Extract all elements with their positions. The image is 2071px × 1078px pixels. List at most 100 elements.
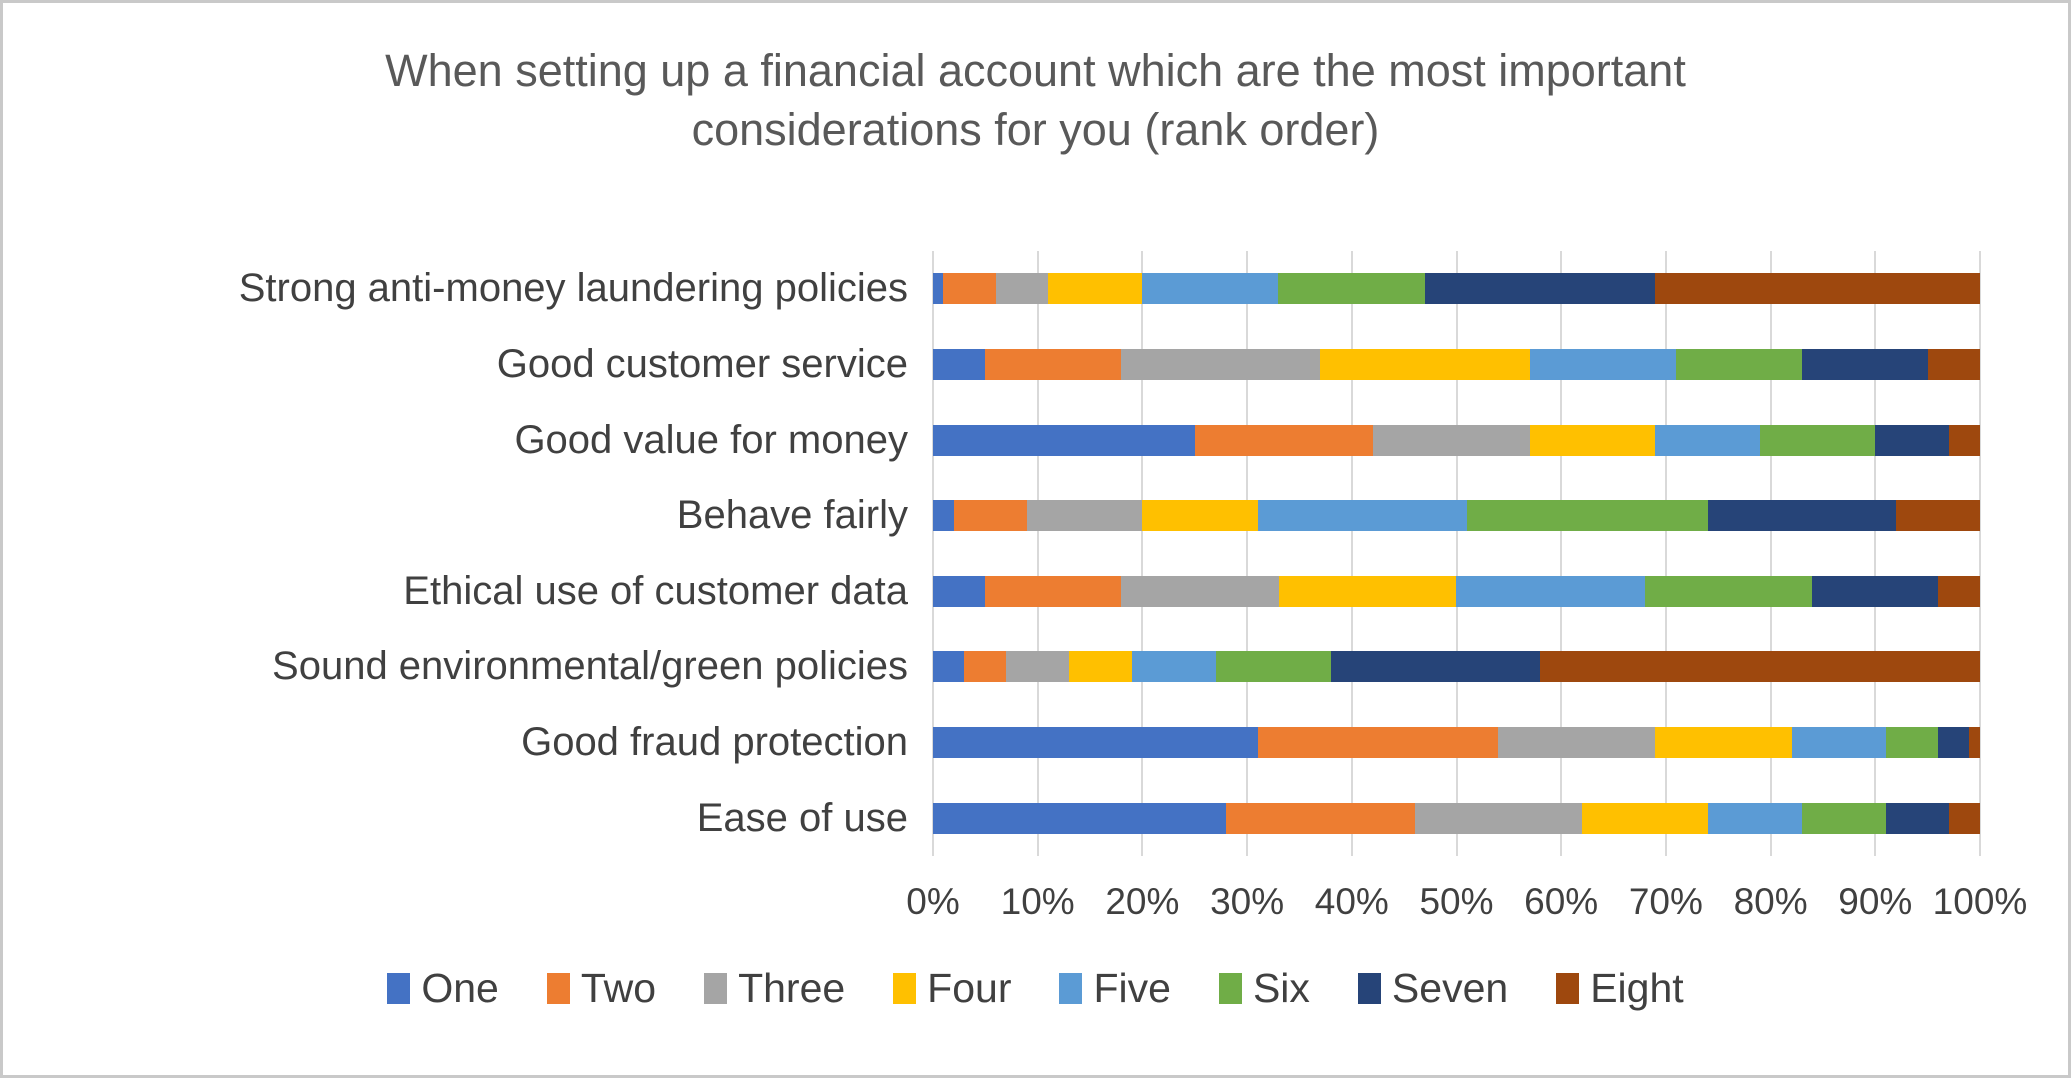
bar-segment-four bbox=[1048, 273, 1143, 305]
stacked-bar bbox=[933, 802, 1980, 834]
bar-segment-one bbox=[933, 802, 1227, 834]
bar-segment-two bbox=[1226, 802, 1415, 834]
gridline bbox=[1350, 251, 1353, 856]
bar-segment-five bbox=[1257, 500, 1467, 532]
legend-label: Six bbox=[1252, 965, 1310, 1011]
bar-segment-seven bbox=[1812, 575, 1939, 607]
bar-segment-seven bbox=[1875, 424, 1949, 456]
gridline bbox=[1036, 251, 1039, 856]
bar-segment-five bbox=[1655, 424, 1761, 456]
stacked-bar bbox=[933, 500, 1980, 532]
x-tick-label: 80% bbox=[1733, 881, 1808, 922]
x-tick-label: 30% bbox=[1210, 881, 1285, 922]
gridline bbox=[1664, 251, 1667, 856]
bar-segment-four bbox=[1655, 727, 1792, 759]
legend-item-two: Two bbox=[546, 965, 657, 1012]
bar-segment-one bbox=[933, 424, 1195, 456]
stacked-bar bbox=[933, 575, 1980, 607]
legend-item-seven: Seven bbox=[1357, 965, 1508, 1012]
bar-segment-five bbox=[1707, 802, 1802, 834]
x-tick-label: 90% bbox=[1838, 881, 1913, 922]
category-label: Behave fairly bbox=[676, 493, 908, 538]
x-tick-label: 20% bbox=[1105, 881, 1180, 922]
bar-segment-eight bbox=[1896, 500, 1980, 532]
bar-segment-three bbox=[1414, 802, 1583, 834]
bar-segment-three bbox=[1498, 727, 1656, 759]
gridline bbox=[1246, 251, 1249, 856]
category-label-slot: Ethical use of customer data bbox=[13, 554, 908, 630]
bar-segment-two bbox=[953, 500, 1028, 532]
bar-segment-three bbox=[1121, 348, 1321, 380]
x-tick-label: 100% bbox=[1932, 881, 2028, 922]
bar-segment-six bbox=[1801, 802, 1886, 834]
bar-segment-eight bbox=[1655, 273, 1980, 305]
x-axis: 0% 10% 20% 30% 40% 50% 60% 70% 80% 90% 100% bbox=[906, 881, 2027, 931]
legend-marker-icon bbox=[1357, 973, 1381, 1004]
bar-segment-two bbox=[985, 348, 1122, 380]
bar-segment-five bbox=[1456, 575, 1645, 607]
bar-segment-seven bbox=[1938, 727, 1970, 759]
category-label: Sound environmental/green policies bbox=[272, 644, 908, 689]
bar-segment-five bbox=[1791, 727, 1886, 759]
bar-segment-one bbox=[933, 273, 944, 305]
category-label-slot: Behave fairly bbox=[13, 478, 908, 554]
gridline bbox=[1141, 251, 1144, 856]
bar-segment-four bbox=[1278, 575, 1457, 607]
stacked-bar bbox=[933, 727, 1980, 759]
bar-segment-seven bbox=[1707, 500, 1897, 532]
x-tick-label: 70% bbox=[1628, 881, 1703, 922]
category-label: Strong anti-money laundering policies bbox=[238, 266, 908, 311]
legend-label: Two bbox=[580, 965, 657, 1011]
bar-segment-six bbox=[1760, 424, 1876, 456]
bar-segment-seven bbox=[1425, 273, 1656, 305]
bar-row-slot bbox=[933, 402, 1980, 478]
bar-segment-four bbox=[1582, 802, 1708, 834]
bar-segment-three bbox=[1372, 424, 1530, 456]
gridline bbox=[1874, 251, 1877, 856]
bar-segment-three bbox=[1121, 575, 1279, 607]
gridline bbox=[1560, 251, 1563, 856]
legend-label: Eight bbox=[1590, 965, 1684, 1011]
category-label-slot: Ease of use bbox=[13, 780, 908, 856]
legend-label: Four bbox=[927, 965, 1012, 1011]
bar-segment-eight bbox=[1948, 424, 1980, 456]
category-label: Good customer service bbox=[496, 341, 908, 386]
category-label: Ease of use bbox=[696, 795, 908, 840]
legend-item-one: One bbox=[387, 965, 499, 1012]
bar-segment-seven bbox=[1330, 651, 1541, 683]
bar-segment-two bbox=[1194, 424, 1373, 456]
bar-segment-two bbox=[985, 575, 1122, 607]
bar-segment-two bbox=[943, 273, 996, 305]
bar-segment-six bbox=[1644, 575, 1813, 607]
x-tick-label: 50% bbox=[1419, 881, 1494, 922]
chart-title: When setting up a financial account whic… bbox=[385, 45, 1686, 156]
legend-marker-icon bbox=[704, 973, 728, 1004]
category-label: Good fraud protection bbox=[521, 720, 908, 765]
stacked-bar bbox=[933, 651, 1980, 683]
bar-segment-one bbox=[933, 575, 986, 607]
bar-segment-eight bbox=[1927, 348, 1980, 380]
legend-marker-icon bbox=[893, 973, 917, 1004]
gridlines bbox=[932, 251, 1981, 856]
legend-marker-icon bbox=[1218, 973, 1242, 1004]
legend-item-three: Three bbox=[704, 965, 845, 1012]
bar-segment-eight bbox=[1948, 802, 1980, 834]
bar-segment-one bbox=[933, 348, 986, 380]
bar-segment-four bbox=[1529, 424, 1656, 456]
legend: One Two Three Four Five Six Seven Eight bbox=[3, 965, 2068, 1012]
gridline bbox=[1769, 251, 1772, 856]
category-label-slot: Good value for money bbox=[13, 402, 908, 478]
bar-row-slot bbox=[933, 780, 1980, 856]
category-label-slot: Good fraud protection bbox=[13, 705, 908, 781]
plot-area bbox=[932, 251, 1981, 856]
legend-label: Three bbox=[738, 965, 846, 1011]
category-label: Good value for money bbox=[514, 417, 908, 462]
x-tick-label: 0% bbox=[906, 881, 960, 922]
bar-segment-six bbox=[1215, 651, 1331, 683]
category-label-slot: Good customer service bbox=[13, 327, 908, 403]
bar-segment-six bbox=[1466, 500, 1708, 532]
bar-row-slot bbox=[933, 629, 1980, 705]
gridline bbox=[932, 251, 934, 856]
stacked-bar bbox=[933, 273, 1980, 305]
